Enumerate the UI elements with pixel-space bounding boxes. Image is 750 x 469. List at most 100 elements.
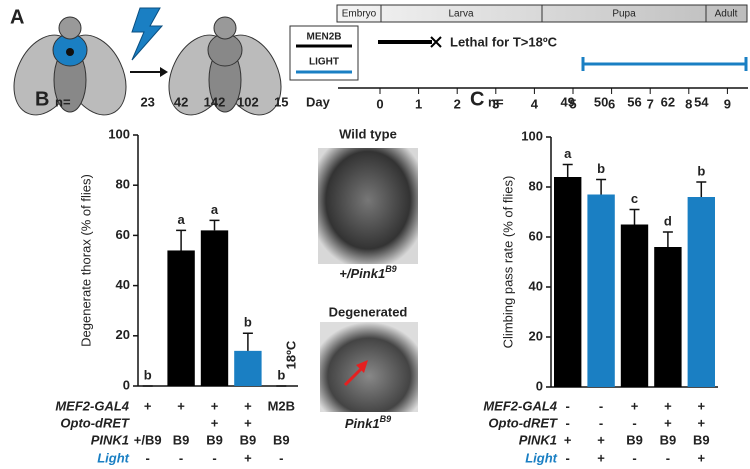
genotype-cell: - bbox=[146, 450, 150, 465]
genotype-row-label: Light bbox=[525, 450, 557, 465]
arrow-head bbox=[160, 67, 168, 77]
genotype-cell: + bbox=[698, 398, 706, 413]
bar bbox=[654, 247, 682, 387]
bar bbox=[587, 194, 615, 387]
genotype-cell: - bbox=[632, 415, 636, 430]
light-icon bbox=[131, 7, 164, 61]
n-value: 49 bbox=[560, 94, 574, 109]
significance-letter: a bbox=[211, 202, 219, 217]
image-caption: Pink1B9 bbox=[345, 414, 391, 431]
genotype-cell: M2B bbox=[268, 398, 295, 413]
y-tick-label: 20 bbox=[529, 328, 543, 343]
error-bar bbox=[596, 178, 607, 195]
image-caption: +/Pink1B9 bbox=[339, 264, 396, 281]
genotype-cell: B9 bbox=[206, 432, 223, 447]
significance-letter: a bbox=[564, 146, 572, 161]
genotype-cell: - bbox=[179, 450, 183, 465]
y-tick-label: 0 bbox=[123, 377, 130, 392]
day-label: 3 bbox=[492, 96, 499, 111]
genotype-cell: - bbox=[212, 450, 216, 465]
genotype-cell: - bbox=[666, 450, 670, 465]
significance-letter: c bbox=[631, 191, 638, 206]
error-bar bbox=[242, 332, 253, 351]
y-axis-title: Climbing pass rate (% of flies) bbox=[500, 176, 515, 349]
genotype-cell: + bbox=[597, 432, 605, 447]
n-value: 42 bbox=[174, 94, 188, 109]
legend-label: LIGHT bbox=[309, 57, 339, 68]
day-label: 5 bbox=[569, 96, 576, 111]
stage-label: Pupa bbox=[612, 9, 636, 20]
bar bbox=[234, 350, 262, 386]
genotype-row-label: Light bbox=[97, 450, 129, 465]
bar bbox=[200, 230, 229, 386]
genotype-cell: + bbox=[597, 450, 605, 465]
genotype-cell: + bbox=[211, 398, 219, 413]
significance-letter: b bbox=[144, 367, 152, 382]
fly-right bbox=[168, 16, 282, 116]
stage-label: Embryo bbox=[342, 9, 377, 20]
genotype-cell: + bbox=[698, 450, 706, 465]
genotype-cell: - bbox=[566, 398, 570, 413]
y-tick-label: 100 bbox=[108, 126, 130, 141]
y-tick-label: 80 bbox=[529, 178, 543, 193]
day-label: 1 bbox=[415, 96, 422, 111]
significance-letter: b bbox=[277, 367, 285, 382]
stage-label: Larva bbox=[448, 9, 473, 20]
stage-label: Adult bbox=[715, 9, 738, 20]
panel-label: A bbox=[10, 6, 24, 28]
significance-letter: a bbox=[177, 212, 185, 227]
genotype-cell: + bbox=[244, 415, 252, 430]
genotype-cell: + bbox=[664, 415, 672, 430]
y-tick-label: 60 bbox=[529, 228, 543, 243]
day-label: 0 bbox=[376, 96, 383, 111]
red-arrow bbox=[343, 366, 364, 387]
n-value: 54 bbox=[694, 94, 709, 109]
genotype-cell: + bbox=[631, 398, 639, 413]
n-value: 56 bbox=[627, 94, 641, 109]
significance-letter: b bbox=[597, 161, 605, 176]
day-label: 8 bbox=[685, 96, 692, 111]
genotype-cell: - bbox=[566, 415, 570, 430]
genotype-row-label: Opto-dRET bbox=[488, 415, 558, 430]
panel-label: B bbox=[35, 88, 49, 110]
error-bar bbox=[662, 231, 673, 247]
genotype-cell: + bbox=[564, 432, 572, 447]
n-label: n= bbox=[488, 94, 504, 109]
n-value: 23 bbox=[140, 94, 154, 109]
genotype-row-label: PINK1 bbox=[91, 432, 129, 447]
fly-left bbox=[13, 16, 127, 116]
bar bbox=[167, 250, 195, 386]
day-label: 6 bbox=[608, 96, 615, 111]
genotype-cell: - bbox=[599, 415, 603, 430]
genotype-cell: - bbox=[566, 450, 570, 465]
day-label: 7 bbox=[647, 96, 654, 111]
genotype-row-label: MEF2-GAL4 bbox=[483, 398, 557, 413]
y-tick-label: 40 bbox=[529, 278, 543, 293]
legend-label: MEN2B bbox=[306, 32, 341, 43]
genotype-cell: B9 bbox=[273, 432, 290, 447]
error-bar bbox=[209, 219, 220, 231]
genotype-cell: + bbox=[177, 398, 185, 413]
y-tick-label: 100 bbox=[521, 128, 543, 143]
lethal-mark bbox=[430, 36, 442, 48]
genotype-cell: + bbox=[664, 398, 672, 413]
photo-degenerated bbox=[320, 322, 418, 412]
bar bbox=[554, 177, 582, 387]
significance-letter: b bbox=[697, 163, 705, 178]
image-title: Degenerated bbox=[329, 304, 408, 319]
genotype-cell: - bbox=[599, 398, 603, 413]
genotype-row-label: MEF2-GAL4 bbox=[55, 398, 129, 413]
n-label: n= bbox=[55, 94, 71, 109]
genotype-row-label: PINK1 bbox=[519, 432, 557, 447]
y-tick-label: 80 bbox=[116, 177, 130, 192]
genotype-cell: + bbox=[211, 415, 219, 430]
n-value: 15 bbox=[274, 94, 288, 109]
error-bar bbox=[176, 229, 187, 251]
genotype-cell: + bbox=[144, 398, 152, 413]
photo-wild-type bbox=[318, 148, 418, 264]
genotype-cell: B9 bbox=[626, 432, 643, 447]
bar bbox=[620, 224, 649, 387]
image-title: Wild type bbox=[339, 126, 397, 141]
